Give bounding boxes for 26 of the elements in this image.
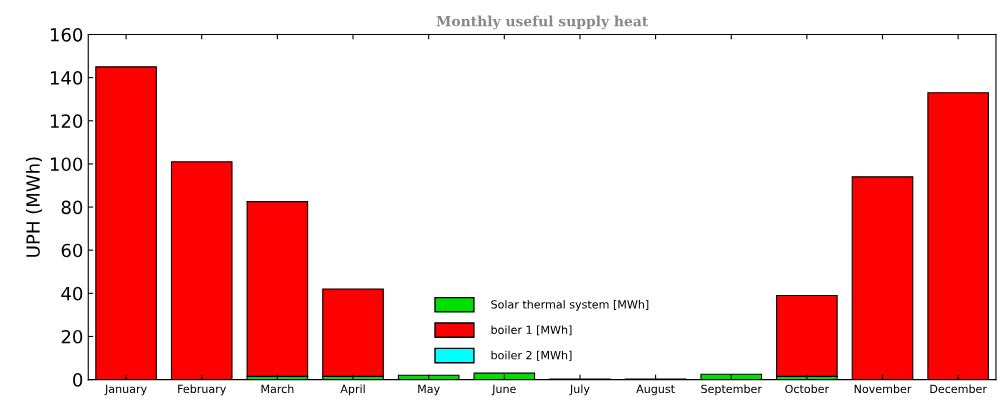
y-tick-label: 0 xyxy=(73,373,83,387)
legend-label: boiler 1 [MWh] xyxy=(491,325,572,336)
y-tick-label: 80 xyxy=(61,200,83,215)
x-tick-label: July xyxy=(569,384,590,396)
x-tick-label: May xyxy=(418,384,440,396)
x-tick-label: January xyxy=(104,384,147,396)
legend-label: boiler 2 [MWh] xyxy=(491,350,572,361)
x-tick-label: February xyxy=(178,384,227,396)
x-tick-label: August xyxy=(636,384,675,396)
x-tick-label: March xyxy=(261,384,294,394)
y-tick-label: 140 xyxy=(50,71,83,85)
y-axis-title: UPH (MWh) xyxy=(25,157,43,257)
y-tick-label: 20 xyxy=(61,329,83,344)
chart-title: Monthly useful supply heat xyxy=(436,15,649,30)
y-tick-label: 160 xyxy=(50,27,83,42)
y-tick-label: 60 xyxy=(61,243,83,258)
y-tick-label: 120 xyxy=(50,114,83,128)
legend-label: Solar thermal system [MWh] xyxy=(491,299,649,311)
x-tick-label: November xyxy=(854,384,912,394)
x-tick-label: April xyxy=(340,384,365,396)
x-tick-label: October xyxy=(785,384,830,394)
x-tick-label: September xyxy=(701,384,762,396)
x-tick-label: June xyxy=(491,384,516,396)
y-tick-label: 40 xyxy=(61,286,83,301)
x-tick-label: December xyxy=(930,384,987,394)
y-tick-label: 100 xyxy=(50,157,83,172)
